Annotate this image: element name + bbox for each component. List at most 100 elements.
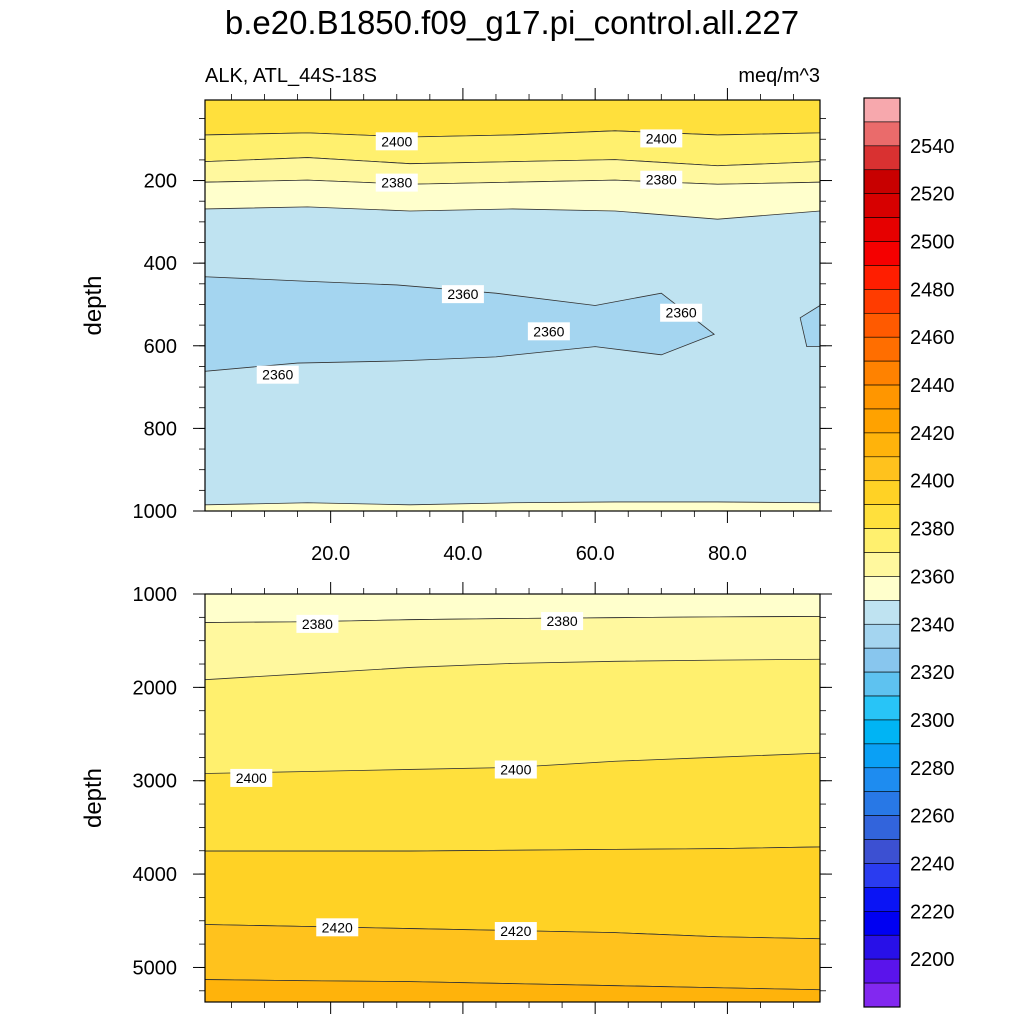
contour-label-text: 2400 — [500, 762, 531, 778]
contour-line — [204, 206, 821, 220]
colorbar-swatch — [863, 958, 901, 984]
contour-fill-band — [205, 924, 820, 990]
contour-label-text: 2380 — [547, 613, 578, 629]
colorbar-swatch — [863, 456, 901, 482]
colorbar-swatch — [863, 432, 901, 458]
contour-label-text: 2360 — [262, 367, 293, 383]
colorbar-label: 2380 — [910, 519, 955, 541]
y-tick-label: 1000 — [133, 501, 178, 523]
colorbar-label: 2260 — [910, 806, 955, 828]
y-tick-label: 4000 — [133, 864, 178, 886]
contour-label-text: 2400 — [646, 130, 677, 146]
colorbar-label: 2400 — [910, 471, 955, 493]
chart-title: b.e20.B1850.f09_g17.pi_control.all.227 — [225, 4, 799, 41]
contour-label: 2380 — [541, 612, 584, 631]
x-tick-label: 60.0 — [576, 543, 615, 565]
colorbar-swatch — [863, 408, 901, 434]
colorbar-swatch — [863, 695, 901, 721]
colorbar-label: 2240 — [910, 853, 955, 875]
colorbar-swatch — [863, 934, 901, 960]
colorbar-swatch — [863, 623, 901, 649]
contour-label-text: 2380 — [381, 175, 412, 191]
contour-label: 2420 — [494, 922, 537, 941]
colorbar-swatch — [863, 887, 901, 912]
units-subtitle: meq/m^3 — [738, 65, 820, 87]
y-tick-label: 2000 — [133, 677, 178, 699]
colorbar-swatch — [863, 719, 901, 745]
contour-label: 2380 — [640, 170, 683, 189]
contour-fill-band — [205, 594, 820, 623]
colorbar-swatch — [863, 767, 901, 793]
colorbar-swatch — [863, 528, 901, 553]
contour-label-text: 2420 — [500, 923, 531, 939]
colorbar-swatch — [863, 911, 901, 936]
colorbar-label: 2440 — [910, 375, 955, 397]
contour-label-text: 2360 — [447, 286, 478, 302]
contour-fill-band — [205, 100, 820, 137]
contour-line — [204, 979, 821, 991]
y-tick-label: 800 — [144, 418, 177, 440]
colorbar-swatch — [863, 193, 901, 218]
colorbar-label: 2480 — [910, 279, 955, 301]
panel-frame — [204, 593, 821, 1003]
colorbar-swatch — [863, 121, 901, 147]
y-tick-label: 1000 — [133, 584, 178, 606]
contour-fill-band — [205, 502, 820, 511]
colorbar-swatch — [863, 97, 901, 123]
contour-label: 2400 — [375, 132, 418, 151]
contour-label-text: 2360 — [666, 305, 697, 321]
colorbar-label: 2280 — [910, 758, 955, 780]
y-tick-label: 400 — [144, 253, 177, 275]
colorbar-swatch — [863, 480, 901, 505]
colorbar-swatch — [863, 336, 901, 362]
contour-line — [204, 658, 821, 681]
contour-line — [204, 157, 821, 167]
colorbar-swatch — [863, 265, 901, 290]
colorbar-swatch — [863, 360, 901, 386]
colorbar-swatch — [863, 312, 901, 338]
contour-label: 2360 — [527, 322, 570, 341]
lower-depth-panel: 2380 2380 2400 2400 2420 2420 1000 2000 3000 4000… — [80, 582, 832, 1014]
variable-region-subtitle: ALK, ATL_44S-18S — [205, 65, 377, 87]
contour-label: 2380 — [375, 173, 418, 192]
colorbar-label: 2360 — [910, 566, 955, 588]
contour-label: 2360 — [256, 365, 299, 384]
contour-line — [204, 501, 821, 506]
contour-label-text: 2420 — [322, 919, 353, 935]
contour-label-text: 2360 — [533, 323, 564, 339]
x-tick-label: 20.0 — [311, 543, 350, 565]
colorbar-swatch — [863, 982, 901, 1008]
colorbar-label: 2200 — [910, 949, 955, 971]
contour-label-text: 2400 — [381, 133, 412, 149]
colorbar-swatch — [863, 743, 901, 769]
y-tick-label: 600 — [144, 336, 177, 358]
colorbar-swatch — [863, 145, 901, 171]
contour-label: 2360 — [660, 303, 703, 322]
colorbar-frame — [863, 97, 901, 1008]
contour-label: 2360 — [441, 285, 484, 304]
contour-line — [205, 846, 821, 852]
contour-fill-band — [205, 753, 820, 851]
y-tick-label: 200 — [144, 171, 177, 193]
colorbar-label: 2340 — [910, 614, 955, 636]
colorbar-swatch — [863, 671, 901, 697]
contour-label: 2400 — [230, 768, 273, 787]
colorbar-swatch — [863, 217, 901, 242]
colorbar-swatch — [863, 241, 901, 266]
contour-fill-band — [205, 979, 820, 1002]
colorbar-swatch — [863, 815, 901, 840]
contour-fill-2360 — [204, 276, 715, 372]
colorbar-swatch — [863, 169, 901, 194]
contour-label-text: 2380 — [302, 616, 333, 632]
y-tick-label: 5000 — [133, 957, 178, 979]
panel-frame — [204, 99, 821, 512]
colorbar-label: 2500 — [910, 232, 955, 254]
colorbar-swatch — [863, 504, 901, 529]
y-axis-title: depth — [80, 275, 107, 335]
colorbar-swatch — [863, 384, 901, 410]
upper-depth-panel: 2400 2400 2380 2380 2360 2360 2360 2360 200 400 60… — [80, 88, 832, 565]
colorbar-label: 2320 — [910, 662, 955, 684]
contour-fill-band — [205, 847, 820, 939]
colorbar-swatch — [863, 576, 901, 601]
